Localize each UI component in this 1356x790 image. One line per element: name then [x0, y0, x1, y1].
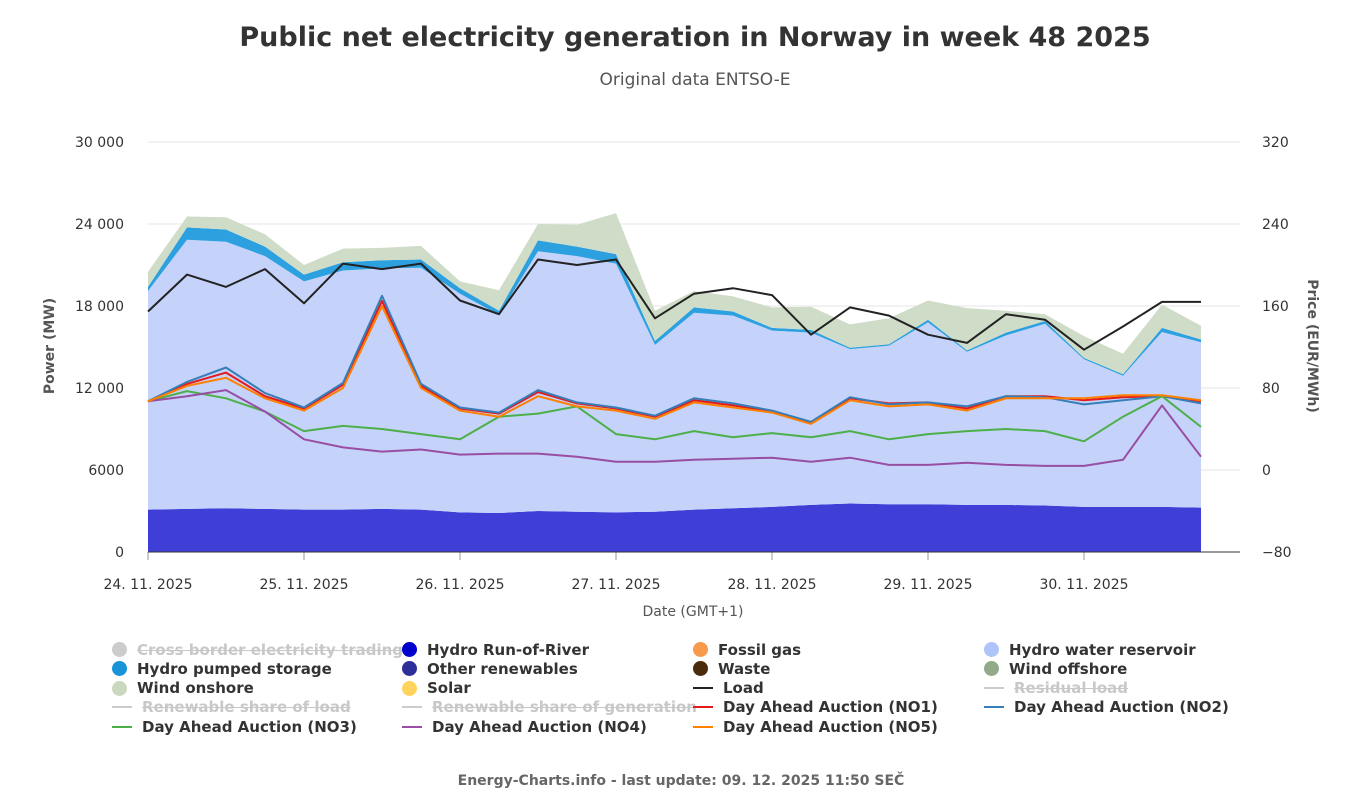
legend-line-icon [984, 687, 1004, 690]
y-tick-right: −80 [1262, 545, 1292, 561]
x-tick-label: 26. 11. 2025 [415, 577, 504, 593]
legend-label: Waste [718, 659, 771, 678]
legend-dot-icon [693, 661, 708, 677]
legend-item-wind-onshore[interactable]: Wind onshore [112, 679, 254, 698]
line-day-ahead-auction-no3- [147, 390, 1202, 443]
legend-label: Hydro water reservoir [1009, 640, 1196, 659]
area-hydro-water-reservoir [148, 239, 1201, 513]
area-hydro-run-of-river [148, 503, 1201, 552]
legend-item-other-renewables[interactable]: Other renewables [402, 659, 578, 678]
y-tick-left: 6000 [88, 463, 124, 479]
x-tick-label: 24. 11. 2025 [103, 577, 192, 593]
x-axis-title: Date (GMT+1) [643, 604, 744, 620]
legend-label: Day Ahead Auction (NO2) [1014, 698, 1229, 717]
legend-dot-icon [402, 661, 417, 677]
line-load [147, 258, 1201, 351]
legend-label: Renewable share of generation [432, 698, 697, 717]
chart-subtitle: Original data ENTSO-E [599, 70, 791, 90]
legend-line-icon [112, 725, 132, 728]
line-day-ahead-auction-no5- [147, 305, 1202, 425]
legend-item-solar[interactable]: Solar [402, 679, 471, 698]
area-wind-onshore [148, 213, 1201, 375]
legend-item-wind-offshore[interactable]: Wind offshore [984, 659, 1127, 678]
y-tick-left: 24 000 [75, 217, 124, 233]
legend-label: Hydro pumped storage [137, 659, 332, 678]
chart-area: 0 6000 12 000 18 000 24 000 30 000 −80 0 80 160 24… [42, 135, 1320, 620]
y-axis-title-right: Price (EUR/MWh) [1304, 279, 1320, 413]
legend-item-renewable-share-of-generation[interactable]: Renewable share of generation [402, 698, 697, 717]
legend-item-day-ahead-auction-no4[interactable]: Day Ahead Auction (NO4) [402, 717, 647, 736]
legend-dot-icon [112, 680, 127, 696]
chart-title: Public net electricity generation in Nor… [239, 22, 1151, 53]
legend-line-icon [693, 725, 713, 728]
x-tick-label: 30. 11. 2025 [1039, 577, 1128, 593]
legend-line-icon [112, 706, 132, 709]
legend-dot-icon [112, 642, 127, 657]
y-tick-left: 0 [115, 545, 124, 561]
legend-label: Load [723, 679, 764, 698]
legend-label: Day Ahead Auction (NO3) [142, 717, 357, 736]
x-tick-label: 29. 11. 2025 [883, 577, 972, 593]
y-tick-left: 30 000 [75, 135, 124, 151]
footer-credit: Energy-Charts.info - last update: 09. 12… [457, 773, 905, 789]
legend-item-load[interactable]: Load [693, 679, 764, 698]
y-tick-left: 18 000 [75, 299, 124, 315]
legend-dot-icon [112, 661, 127, 677]
y-tick-left: 12 000 [75, 381, 124, 397]
legend-item-hydro-run-of-river[interactable]: Hydro Run-of-River [402, 640, 589, 659]
legend-line-icon [984, 706, 1004, 709]
legend-dot-icon [693, 642, 708, 657]
legend-label: Residual load [1014, 679, 1129, 698]
legend-label: Day Ahead Auction (NO4) [432, 717, 647, 736]
legend-dot-icon [984, 642, 999, 657]
legend-line-icon [693, 706, 713, 709]
legend-label: Cross border electricity trading [137, 640, 404, 659]
legend-dot-icon [402, 642, 417, 657]
legend-item-day-ahead-auction-no2[interactable]: Day Ahead Auction (NO2) [984, 698, 1229, 717]
legend-line-icon [693, 687, 713, 690]
legend-item-hydro-pumped-storage[interactable]: Hydro pumped storage [112, 659, 332, 678]
legend-item-hydro-water-reservoir[interactable]: Hydro water reservoir [984, 640, 1196, 659]
legend-label: Hydro Run-of-River [427, 640, 589, 659]
line-day-ahead-auction-no4- [147, 389, 1202, 467]
legend-label: Wind offshore [1009, 659, 1128, 678]
legend-line-icon [402, 706, 422, 709]
legend-label: Fossil gas [718, 640, 802, 659]
y-tick-right: 320 [1262, 135, 1289, 151]
legend-label: Day Ahead Auction (NO1) [723, 698, 938, 717]
legend-item-day-ahead-auction-no3[interactable]: Day Ahead Auction (NO3) [112, 717, 357, 736]
x-tick-label: 28. 11. 2025 [727, 577, 816, 593]
legend-item-day-ahead-auction-no5[interactable]: Day Ahead Auction (NO5) [693, 717, 938, 736]
legend-dot-icon [984, 661, 999, 677]
legend-line-icon [402, 725, 422, 728]
y-tick-right: 0 [1262, 463, 1271, 479]
legend-dot-icon [402, 680, 417, 696]
legend-label: Wind onshore [137, 679, 254, 698]
legend-item-waste[interactable]: Waste [693, 659, 770, 678]
legend-item-day-ahead-auction-no1[interactable]: Day Ahead Auction (NO1) [693, 698, 938, 717]
legend-item-fossil-gas[interactable]: Fossil gas [693, 640, 801, 659]
x-tick-label: 27. 11. 2025 [571, 577, 660, 593]
y-tick-right: 240 [1262, 217, 1289, 233]
line-day-ahead-auction-no2- [147, 294, 1202, 423]
legend-label: Day Ahead Auction (NO5) [723, 717, 938, 736]
y-axis-title-left: Power (MW) [42, 298, 58, 394]
y-tick-right: 80 [1262, 381, 1280, 397]
legend-item-residual-load[interactable]: Residual load [984, 679, 1128, 698]
legend-label: Solar [427, 679, 471, 698]
legend-label: Other renewables [427, 659, 578, 678]
legend-label: Renewable share of load [142, 698, 351, 717]
legend-item-renewable-share-of-load[interactable]: Renewable share of load [112, 698, 351, 717]
y-tick-right: 160 [1262, 299, 1289, 315]
legend-item-cross-border-electricity-trading[interactable]: Cross border electricity trading [112, 640, 403, 659]
x-tick-label: 25. 11. 2025 [259, 577, 348, 593]
